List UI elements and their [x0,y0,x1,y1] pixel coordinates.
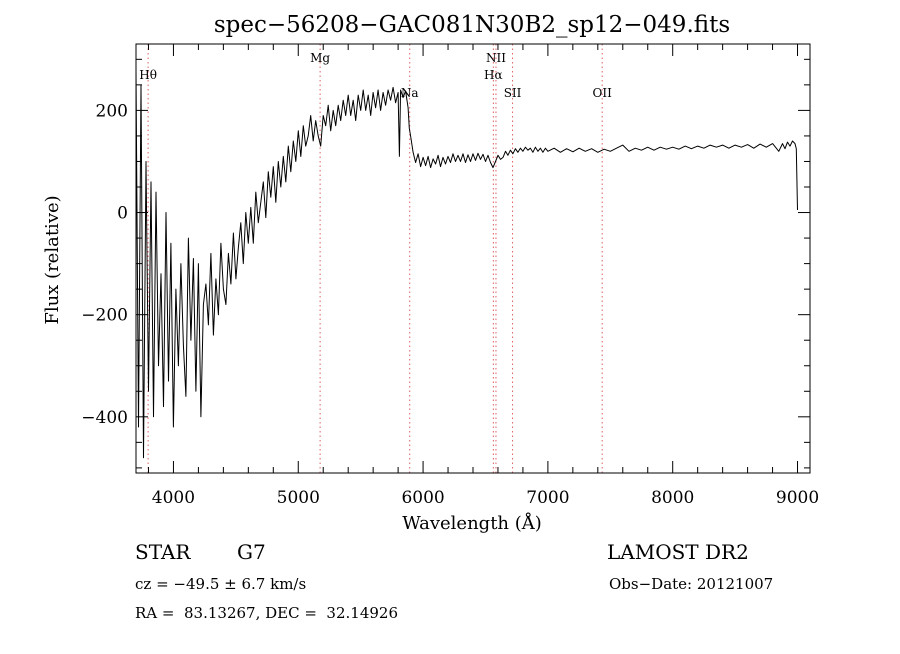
object-subclass: G7 [237,540,266,564]
y-tick-label: −200 [81,306,128,326]
object-class: STAR [135,540,191,564]
redshift-velocity: cz = −49.5 ± 6.7 km/s [135,575,307,593]
line-marker-label: OII [593,86,613,100]
x-tick-label: 7000 [526,488,569,508]
survey-name: LAMOST DR2 [607,540,749,564]
y-axis-label: Flux (relative) [42,195,63,324]
line-marker-label: Mg [310,51,330,65]
x-tick-label: 6000 [401,488,444,508]
y-tick-label: 200 [96,101,128,121]
spectrum-trace-0 [135,69,798,459]
chart-title: spec−56208−GAC081N30B2_sp12−049.fits [214,12,730,38]
line-marker-label: Hθ [139,68,157,82]
x-tick-label: 8000 [651,488,694,508]
y-tick-label: 0 [117,204,128,224]
axis-ticks [136,44,810,473]
line-marker-label: SII [504,86,522,100]
x-axis-label: Wavelength (Å) [402,512,542,534]
axis-tick-labels: 4000 5000 6000 7000 8000 9000 200 0 −200 −400 [81,101,819,508]
line-marker-label: Hα [484,68,503,82]
x-tick-label: 5000 [277,488,320,508]
spectrum-trace-group [135,69,798,459]
y-tick-label: −400 [81,408,128,428]
x-tick-label: 4000 [152,488,195,508]
line-marker-label: NII [486,51,506,65]
observation-date: Obs−Date: 20121007 [609,575,774,593]
line-marker-label: Na [401,86,419,100]
sky-coordinates: RA = 83.13267, DEC = 32.14926 [135,604,399,622]
x-tick-label: 9000 [776,488,819,508]
